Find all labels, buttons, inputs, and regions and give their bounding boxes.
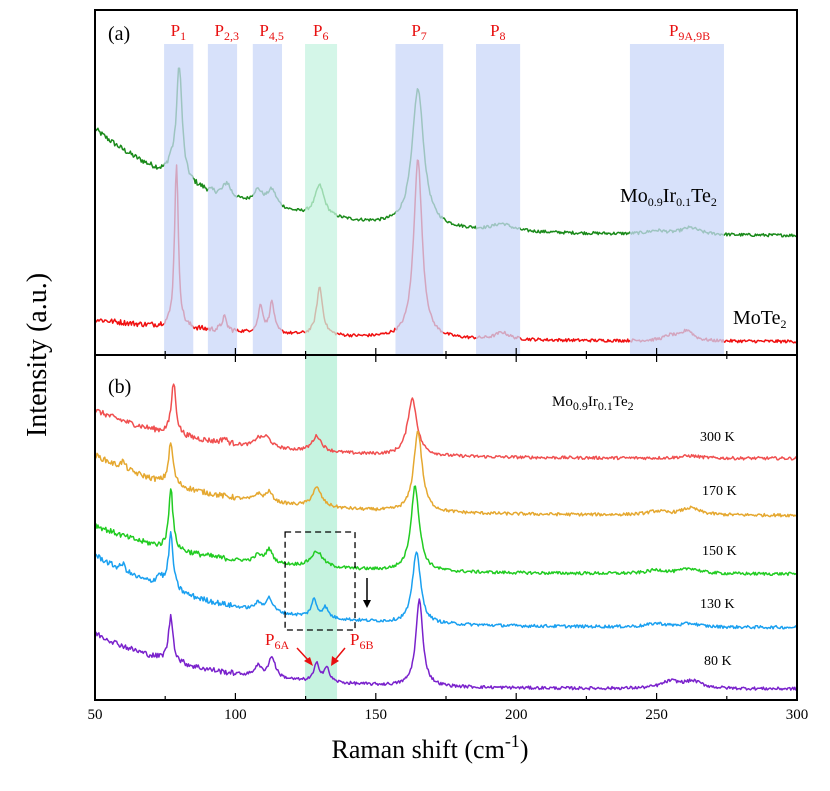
- x-tick-label: 50: [88, 707, 103, 723]
- shift-arrow-down: [363, 578, 371, 608]
- series-label-150k: 150 K: [702, 544, 737, 559]
- x-axis-title: Raman shift (cm-1): [332, 731, 529, 764]
- series-label-mo-ir-te2: Mo0.9Ir0.1Te2: [620, 185, 717, 209]
- band-p6-panel-b: [305, 355, 338, 700]
- panel-a-bands: [164, 44, 724, 355]
- band-label: P8: [490, 21, 505, 43]
- x-tick-label: 200: [505, 707, 528, 723]
- panel-b-series: [94, 383, 798, 691]
- series-line-150-k: [94, 485, 798, 577]
- series-line-300-k: [94, 383, 798, 461]
- band-1: [164, 44, 194, 355]
- band-6: [305, 44, 338, 355]
- series-line-170-k: [94, 430, 797, 518]
- band-label: P4,5: [259, 21, 283, 43]
- series-label-300k: 300 K: [700, 430, 735, 445]
- band-8: [476, 44, 521, 355]
- x-tick-label: 250: [645, 707, 668, 723]
- band-2-3: [207, 44, 238, 355]
- x-axis-ticks: 50 100 150 200 250 300: [88, 348, 809, 723]
- x-tick-label: 100: [224, 707, 247, 723]
- panel-b-bands: [305, 355, 338, 700]
- y-axis-title: Intensity (a.u.): [22, 273, 53, 437]
- p6b-label: P6B: [350, 630, 373, 652]
- band-7: [395, 44, 444, 355]
- band-9a-9b: [629, 44, 724, 355]
- p6a-arrow: [296, 647, 313, 666]
- panel-b-label: (b): [108, 376, 131, 398]
- band-label: P7: [411, 21, 426, 43]
- series-label-mote2: MoTe2: [733, 307, 786, 331]
- band-labels: P1 P2,3 P4,5 P6 P7 P8 P9A,9B: [171, 21, 710, 43]
- band-label: P1: [171, 21, 186, 43]
- x-tick-label: 150: [365, 707, 388, 723]
- x-tick-label: 300: [786, 707, 809, 723]
- p6b-arrow: [331, 647, 346, 666]
- series-line-130-k: [94, 531, 798, 630]
- band-label: P9A,9B: [669, 21, 710, 43]
- series-label-170k: 170 K: [702, 484, 737, 499]
- series-label-80k: 80 K: [704, 654, 732, 669]
- band-label: P2,3: [214, 21, 238, 43]
- highlight-box: [284, 531, 356, 631]
- p6a-label: P6A: [265, 630, 289, 652]
- panel-a-label: (a): [108, 23, 130, 45]
- panel-b-title: Mo0.9Ir0.1Te2: [552, 394, 634, 413]
- series-line-80-k: [94, 598, 798, 691]
- band-label: P6: [313, 21, 328, 43]
- band-4-5: [252, 44, 283, 355]
- series-label-130k: 130 K: [700, 597, 735, 612]
